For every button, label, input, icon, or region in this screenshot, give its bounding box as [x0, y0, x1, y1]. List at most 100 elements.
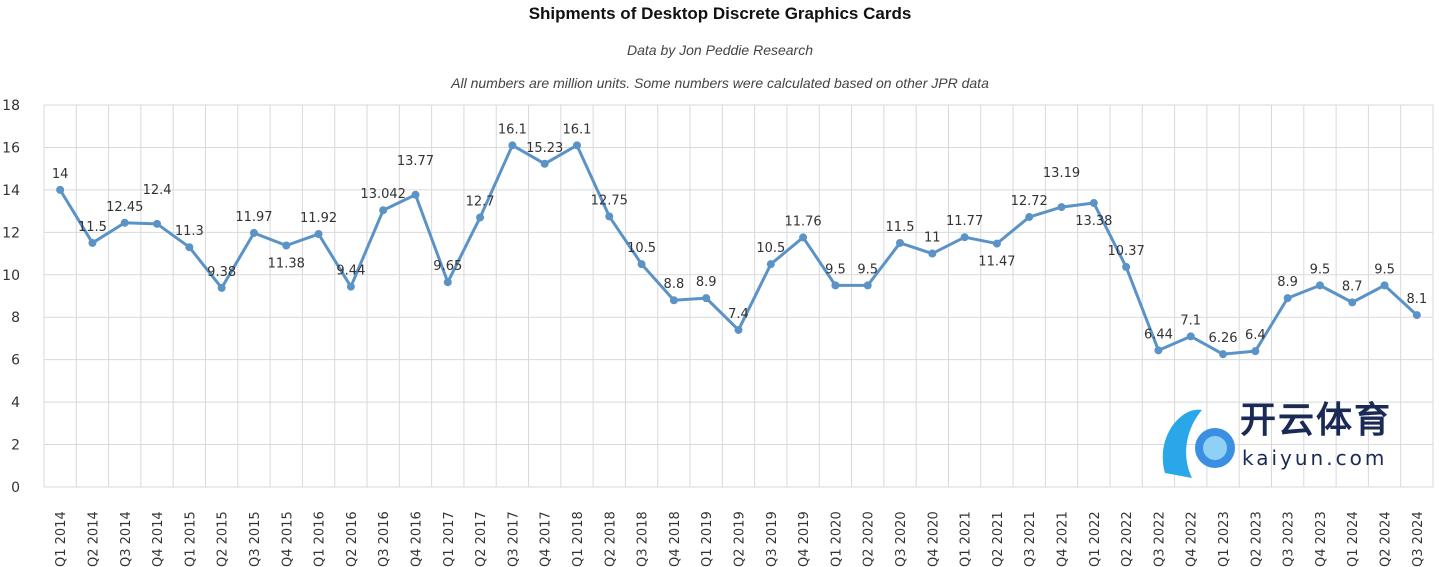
data-label: 8.7 — [1342, 279, 1363, 294]
x-tick-label: Q3 2015 — [248, 511, 263, 567]
data-point — [185, 243, 194, 252]
x-tick-label: Q2 2024 — [1379, 511, 1394, 567]
y-tick-label: 18 — [2, 98, 20, 114]
data-point — [992, 239, 1001, 248]
x-tick-label: Q1 2018 — [571, 511, 586, 567]
data-point — [249, 228, 258, 237]
data-label: 10.37 — [1108, 244, 1145, 259]
data-label: 9.44 — [336, 264, 365, 279]
data-point — [1283, 294, 1292, 303]
x-tick-label: Q1 2015 — [183, 511, 198, 567]
data-label: 13.38 — [1075, 214, 1112, 229]
data-point — [1089, 199, 1098, 208]
data-point — [766, 260, 775, 269]
data-label: 11.97 — [235, 210, 272, 225]
data-label: 12.45 — [106, 200, 143, 215]
data-point — [540, 159, 549, 168]
data-point — [896, 238, 905, 247]
data-label: 6.44 — [1144, 327, 1173, 342]
x-tick-label: Q4 2018 — [668, 511, 683, 567]
data-point — [379, 206, 388, 215]
data-label: 7.4 — [728, 307, 749, 322]
y-tick-label: 0 — [11, 480, 20, 496]
data-label: 16.1 — [498, 122, 527, 137]
y-tick-label: 10 — [2, 268, 20, 284]
y-tick-label: 16 — [2, 140, 20, 156]
data-point — [443, 278, 452, 287]
chart-note: All numbers are million units. Some numb… — [451, 75, 989, 91]
data-point — [572, 141, 581, 150]
data-label: 11.47 — [978, 255, 1015, 270]
x-tick-label: Q4 2020 — [926, 511, 941, 567]
x-tick-label: Q1 2023 — [1217, 511, 1232, 567]
data-point — [282, 241, 291, 250]
x-tick-label: Q3 2016 — [377, 511, 392, 567]
x-tick-label: Q4 2015 — [280, 511, 295, 567]
data-label: 11 — [924, 231, 941, 246]
x-tick-label: Q3 2017 — [506, 511, 521, 567]
data-label: 8.9 — [696, 275, 717, 290]
data-point — [476, 213, 485, 222]
x-tick-label: Q4 2023 — [1314, 511, 1329, 567]
data-point — [831, 281, 840, 290]
data-point — [863, 281, 872, 290]
data-label: 6.4 — [1245, 328, 1266, 343]
y-tick-label: 6 — [11, 353, 20, 369]
data-point — [1251, 347, 1260, 356]
data-point — [217, 283, 226, 292]
data-label: 10.5 — [756, 241, 785, 256]
watermark-en: kaiyun.com — [1242, 446, 1388, 470]
data-label: 12.7 — [466, 194, 495, 209]
data-label: 12.4 — [143, 183, 172, 198]
x-tick-label: Q2 2023 — [1249, 511, 1264, 567]
data-label: 6.26 — [1209, 331, 1238, 346]
x-tick-label: Q2 2014 — [86, 511, 101, 567]
x-tick-label: Q4 2014 — [151, 511, 166, 567]
data-label: 8.9 — [1277, 275, 1298, 290]
x-tick-label: Q1 2016 — [313, 511, 328, 567]
data-point — [1186, 332, 1195, 341]
data-point — [734, 325, 743, 334]
chart-subtitle: Data by Jon Peddie Research — [627, 42, 813, 58]
data-label: 12.75 — [591, 193, 628, 208]
data-point — [1380, 281, 1389, 290]
x-tick-label: Q3 2021 — [1023, 511, 1038, 567]
x-tick-label: Q1 2019 — [700, 511, 715, 567]
data-point — [1154, 346, 1163, 355]
data-point — [120, 218, 129, 227]
data-label: 15.23 — [526, 141, 563, 156]
x-tick-label: Q3 2022 — [1152, 511, 1167, 567]
x-tick-label: Q1 2020 — [829, 511, 844, 567]
data-point — [508, 141, 517, 150]
x-tick-label: Q1 2021 — [959, 511, 974, 567]
y-tick-label: 4 — [11, 395, 20, 411]
x-tick-label: Q4 2016 — [409, 511, 424, 567]
x-tick-label: Q1 2014 — [54, 511, 69, 567]
x-tick-label: Q2 2016 — [345, 511, 360, 567]
data-label: 16.1 — [563, 122, 592, 137]
x-tick-label: Q3 2020 — [894, 511, 909, 567]
data-label: 11.5 — [78, 220, 107, 235]
data-point — [346, 282, 355, 291]
data-point — [799, 233, 808, 242]
data-label: 9.38 — [207, 265, 236, 280]
data-label: 8.8 — [664, 277, 685, 292]
x-tick-label: Q2 2015 — [216, 511, 231, 567]
data-label: 10.5 — [627, 241, 656, 256]
x-tick-label: Q1 2022 — [1088, 511, 1103, 567]
x-tick-label: Q2 2020 — [862, 511, 877, 567]
data-label: 9.5 — [1374, 262, 1395, 277]
data-label: 11.92 — [300, 211, 337, 226]
data-label: 11.77 — [946, 214, 983, 229]
data-point — [1025, 213, 1034, 222]
x-tick-label: Q2 2017 — [474, 511, 489, 567]
data-point — [314, 230, 323, 239]
x-tick-label: Q2 2021 — [991, 511, 1006, 567]
x-tick-label: Q4 2022 — [1185, 511, 1200, 567]
data-label: 11.3 — [175, 224, 204, 239]
y-tick-label: 8 — [11, 310, 20, 326]
data-point — [669, 296, 678, 305]
data-label: 7.1 — [1180, 313, 1201, 328]
data-label: 11.38 — [268, 256, 305, 271]
